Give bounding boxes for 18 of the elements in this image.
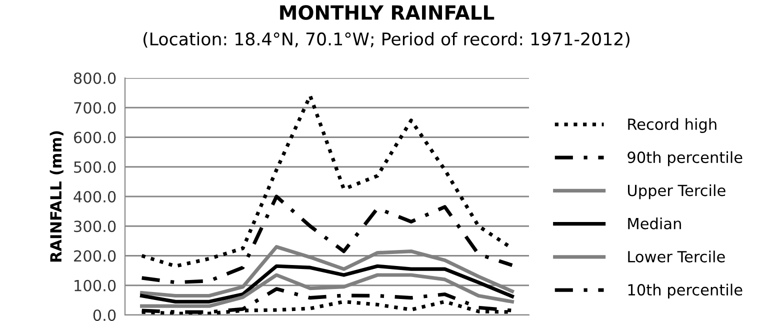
y-tick-label: 200.0: [74, 250, 116, 262]
legend-label: Lower Tercile: [628, 250, 725, 262]
legend-label: Median: [628, 218, 681, 230]
y-tick-label: 300.0: [74, 220, 116, 232]
chart-subtitle: (Location: 18.4°N, 70.1°W; Period of record: 1971-2012): [144, 32, 630, 48]
legend-label: 10th percentile: [628, 284, 742, 299]
y-tick-label: 700.0: [74, 102, 116, 114]
y-tick-label: 800.0: [74, 72, 116, 84]
y-tick-label: 0.0: [93, 309, 116, 321]
y-axis-title: RAINFALL (mm): [50, 131, 64, 262]
y-tick-label: 500.0: [74, 161, 116, 173]
y-tick-label: 400.0: [74, 190, 116, 203]
y-tick-label: 600.0: [74, 132, 116, 144]
legend-label: Upper Tercile: [628, 184, 726, 200]
y-tick-label: 100.0: [74, 280, 116, 292]
legend-label: Record high: [628, 118, 716, 133]
legend-label: 90th percentile: [628, 151, 742, 166]
chart-title: MONTHLY RAINFALL: [280, 5, 494, 20]
